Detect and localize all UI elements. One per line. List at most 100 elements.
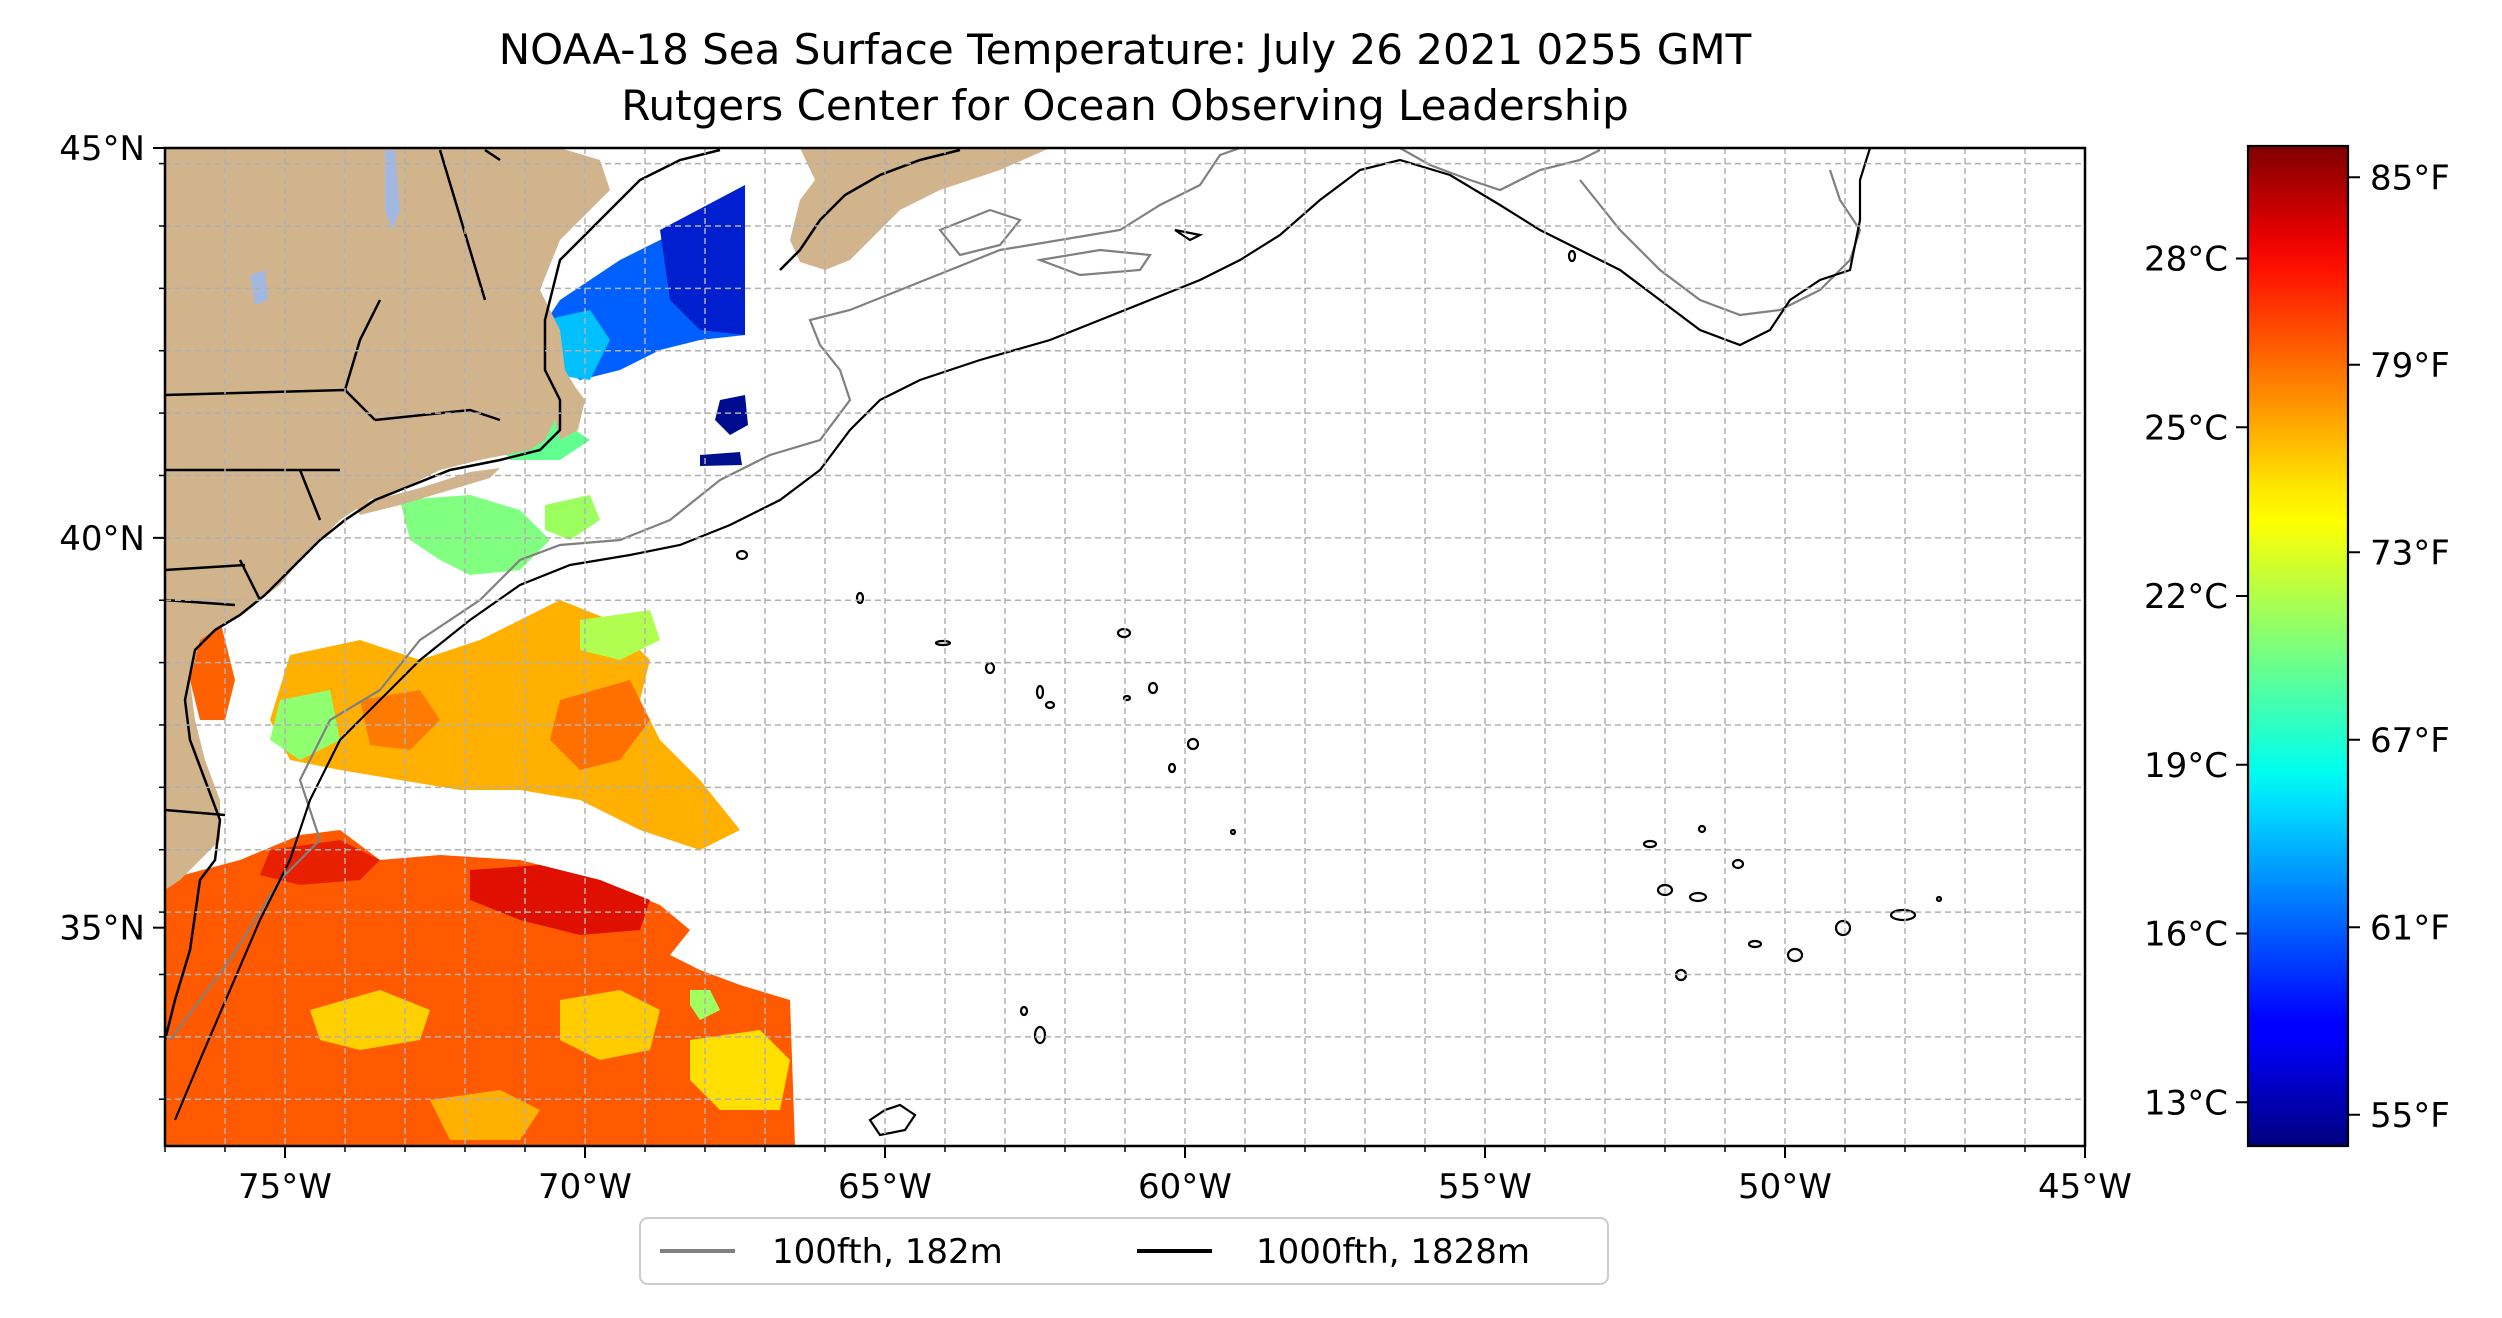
chart-subtitle: Rutgers Center for Ocean Observing Leade… bbox=[621, 81, 1629, 130]
seamount-outline bbox=[1167, 762, 1177, 774]
sst-shelf-patch bbox=[400, 495, 550, 575]
land-cape-cod bbox=[545, 380, 585, 440]
colorbar-label-fahrenheit: 61°F bbox=[2370, 908, 2450, 948]
seamount-outline bbox=[1889, 908, 1917, 922]
seamount-outline bbox=[1697, 824, 1707, 834]
contour-100fth bbox=[938, 208, 1022, 257]
contour-100fth bbox=[1579, 169, 1862, 317]
sst-hot-patch bbox=[260, 840, 380, 885]
seamount-outline bbox=[1122, 694, 1132, 702]
x-tick-label: 50°W bbox=[1738, 1167, 1832, 1207]
temperature-colorbar: 13°C 16°C 19°C 22°C 25°C 28°C 55°F 61°F 67°F 73°… bbox=[2144, 144, 2450, 1148]
state-border bbox=[438, 149, 487, 301]
seamount-outline bbox=[1186, 737, 1200, 751]
lake bbox=[250, 270, 268, 305]
seamount-outlines bbox=[735, 249, 1943, 1045]
contour-legend: 100fth, 182m 1000fth, 1828m bbox=[639, 1217, 1609, 1285]
latitude-axis: 45°N 40°N 35°N bbox=[59, 129, 165, 1100]
state-border bbox=[165, 563, 246, 572]
lake bbox=[385, 150, 400, 230]
seamount-outline bbox=[1019, 1005, 1029, 1017]
land-nova-scotia bbox=[790, 148, 1050, 270]
map-area bbox=[165, 148, 2085, 1146]
state-borders bbox=[165, 148, 961, 1041]
colorbar-celsius-ticks: 13°C 16°C 19°C 22°C 25°C 28°C bbox=[2144, 240, 2248, 1123]
colorbar-frame bbox=[2246, 144, 2350, 1148]
x-tick-label: 55°W bbox=[1438, 1167, 1532, 1207]
colorbar-fahrenheit-ticks: 55°F 61°F 67°F 73°F 79°F 85°F bbox=[2348, 158, 2450, 1136]
sst-green-edge bbox=[690, 990, 720, 1020]
y-tick-label: 40°N bbox=[59, 519, 145, 559]
sst-hot-patch bbox=[470, 865, 650, 935]
seamount-outline bbox=[934, 639, 952, 647]
colorbar-label-celsius: 25°C bbox=[2144, 408, 2228, 448]
legend-box bbox=[639, 1217, 1609, 1285]
colorbar-label-fahrenheit: 73°F bbox=[2370, 533, 2450, 573]
seamount-outline bbox=[1116, 627, 1132, 639]
colorbar-label-fahrenheit: 79°F bbox=[2370, 346, 2450, 386]
sst-orange-patch bbox=[360, 690, 440, 750]
x-tick-label: 70°W bbox=[538, 1167, 632, 1207]
sst-shelf-patch bbox=[545, 495, 600, 540]
state-border bbox=[165, 808, 226, 817]
colorbar-label-celsius: 22°C bbox=[2144, 577, 2228, 617]
chart-title: NOAA-18 Sea Surface Temperature: July 26… bbox=[498, 25, 1752, 74]
seamount-outline bbox=[984, 661, 996, 675]
colorbar-label-fahrenheit: 85°F bbox=[2370, 158, 2450, 198]
seamount-outline bbox=[855, 591, 865, 605]
colorbar-gradient bbox=[2248, 146, 2348, 1146]
bathymetry-contours bbox=[169, 148, 1872, 1137]
sst-cold-offshore bbox=[700, 452, 742, 466]
contour-1000fth bbox=[1174, 228, 1204, 242]
seamount-outline bbox=[1044, 700, 1056, 710]
contour-100fth bbox=[1035, 248, 1152, 277]
colorbar-label-fahrenheit: 55°F bbox=[2370, 1096, 2450, 1136]
land-north-america bbox=[165, 148, 610, 890]
seamount-outline bbox=[1642, 839, 1658, 849]
seamount-outline bbox=[1747, 939, 1763, 949]
state-border bbox=[238, 559, 262, 601]
state-border bbox=[374, 408, 501, 422]
seamount-outline bbox=[1786, 947, 1804, 963]
colorbar-label-celsius: 16°C bbox=[2144, 915, 2228, 955]
colorbar-label-celsius: 13°C bbox=[2144, 1083, 2228, 1123]
seamount-outline bbox=[1935, 895, 1943, 903]
seamount-outline bbox=[1834, 919, 1852, 937]
state-border bbox=[298, 469, 322, 521]
land-long-island bbox=[355, 468, 500, 515]
map-grid bbox=[165, 148, 2085, 1146]
seamount-outline bbox=[1688, 891, 1708, 903]
seamount-outline bbox=[1147, 681, 1159, 695]
seamount-outline bbox=[1567, 249, 1577, 263]
contour-1000fth bbox=[173, 148, 1872, 1121]
land-layer bbox=[165, 148, 1050, 890]
x-tick-label: 45°W bbox=[2038, 1167, 2132, 1207]
x-tick-label: 60°W bbox=[1138, 1167, 1232, 1207]
state-border bbox=[484, 148, 501, 162]
coastline bbox=[779, 148, 961, 271]
colorbar-label-fahrenheit: 67°F bbox=[2370, 721, 2450, 761]
sst-yellow-streak bbox=[310, 990, 430, 1050]
seamount-outline bbox=[1656, 883, 1674, 897]
seamount-outline bbox=[1229, 828, 1237, 836]
y-tick-label: 45°N bbox=[59, 129, 145, 169]
sst-cold-core bbox=[660, 185, 745, 335]
x-tick-label: 65°W bbox=[838, 1167, 932, 1207]
legend-label-100fth: 100fth, 182m bbox=[772, 1232, 1003, 1272]
colorbar-label-celsius: 19°C bbox=[2144, 746, 2228, 786]
contour-100fth bbox=[1399, 148, 1601, 192]
x-tick-label: 75°W bbox=[238, 1167, 332, 1207]
contour-1000fth bbox=[868, 1103, 917, 1137]
colorbar-label-celsius: 28°C bbox=[2144, 240, 2228, 280]
seamount-outline bbox=[735, 549, 749, 561]
coastline bbox=[165, 148, 721, 1041]
sst-cold-offshore bbox=[715, 395, 748, 435]
seamount-outline bbox=[1035, 684, 1045, 700]
state-border bbox=[343, 299, 382, 391]
legend-label-1000fth: 1000fth, 1828m bbox=[1256, 1232, 1530, 1272]
seamount-outline bbox=[1033, 1025, 1047, 1045]
sst-yellow-streak bbox=[430, 1090, 540, 1140]
seamount-outline bbox=[1731, 858, 1745, 870]
y-tick-label: 35°N bbox=[59, 909, 145, 949]
